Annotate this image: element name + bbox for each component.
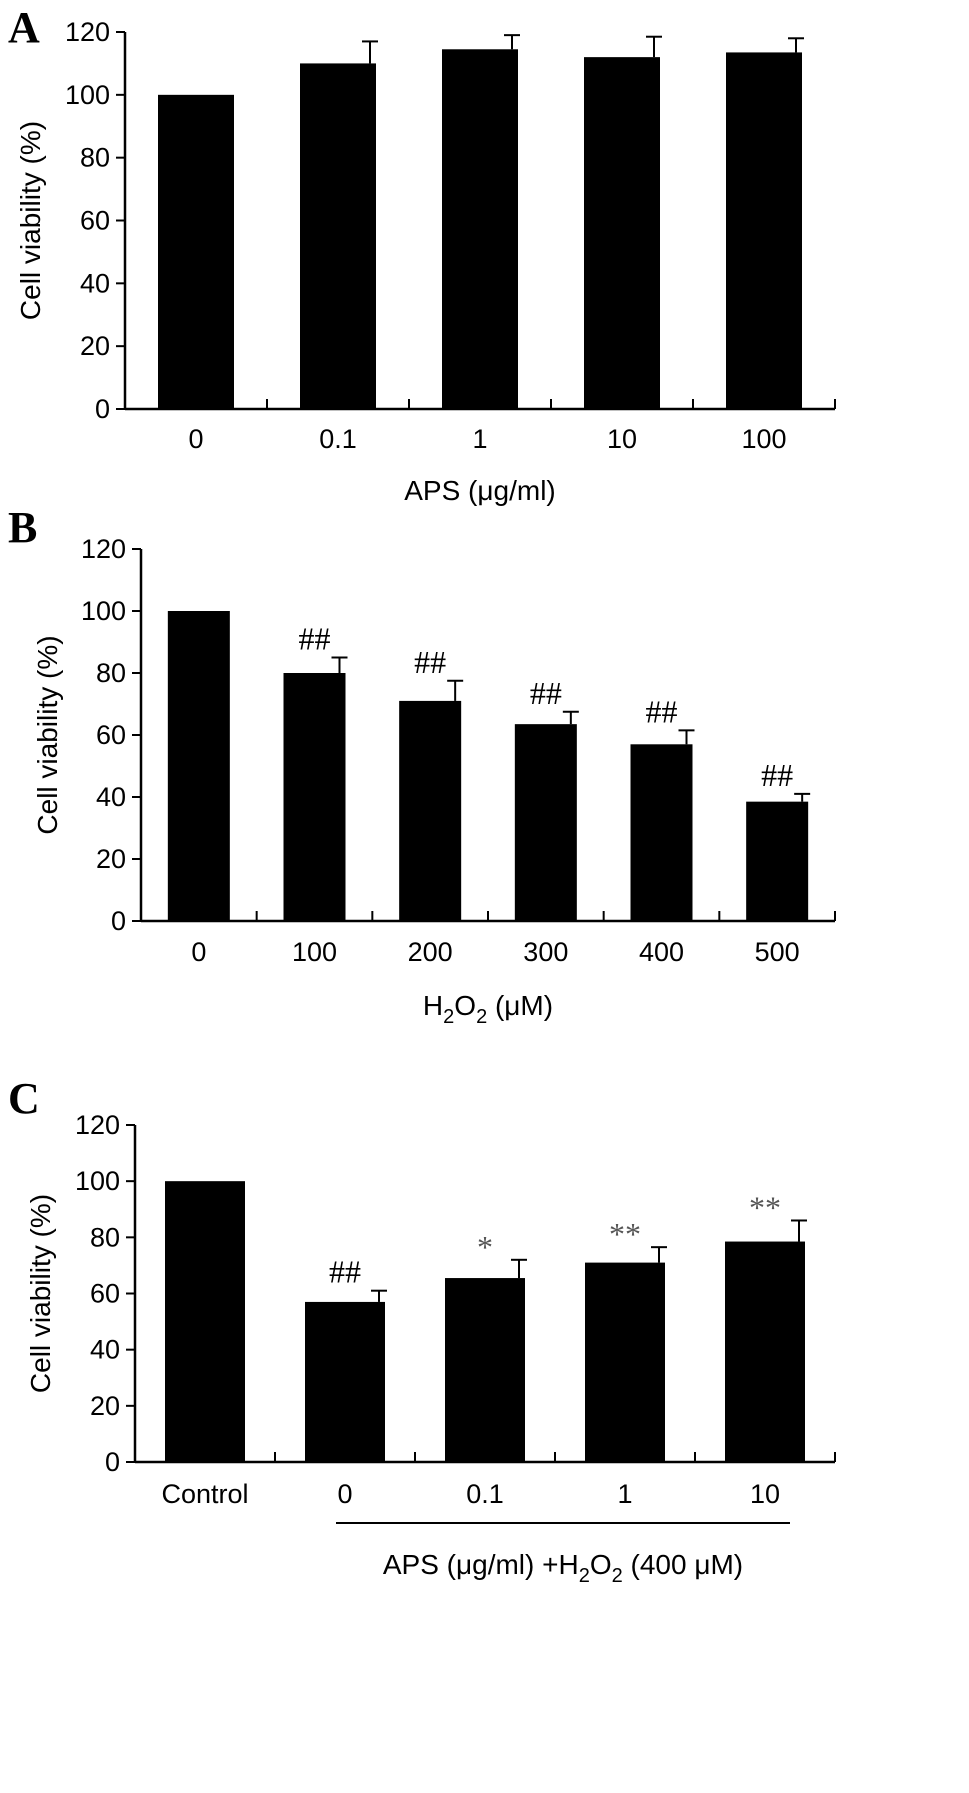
significance-label: * xyxy=(477,1229,493,1265)
y-tick-label: 100 xyxy=(75,1166,120,1196)
y-tick-label: 100 xyxy=(65,80,110,110)
x-tick-label: 300 xyxy=(523,937,568,967)
y-tick-label: 40 xyxy=(90,1335,120,1365)
panel-letter: B xyxy=(8,503,37,552)
x-tick-label: 400 xyxy=(639,937,684,967)
bar xyxy=(300,63,376,410)
y-tick-label: 40 xyxy=(80,268,110,298)
y-tick-label: 20 xyxy=(90,1391,120,1421)
significance-label: ## xyxy=(646,693,678,729)
y-tick-label: 20 xyxy=(96,844,126,874)
bar xyxy=(630,744,693,921)
x-tick-label: 0.1 xyxy=(466,1479,504,1509)
y-tick-label: 80 xyxy=(80,143,110,173)
y-tick-label: 20 xyxy=(80,331,110,361)
bar xyxy=(442,49,518,409)
y-tick-label: 60 xyxy=(96,720,126,750)
bar xyxy=(305,1301,385,1462)
x-tick-label: 0 xyxy=(188,424,203,454)
bar xyxy=(165,1181,245,1462)
panel-b: B 0 20 40 60 80 100 120 0 ## 100 ## 200 ## 300 ## 400 ## 5… xyxy=(8,503,836,1028)
x-tick-label: 10 xyxy=(750,1479,780,1509)
significance-label: ## xyxy=(761,757,793,793)
significance-label: ## xyxy=(414,644,446,680)
bar xyxy=(585,1262,665,1462)
y-tick-label: 60 xyxy=(80,206,110,236)
x-tick-label: 200 xyxy=(408,937,453,967)
bar xyxy=(167,611,230,921)
y-tick-label: 120 xyxy=(75,1110,120,1140)
y-axis-title: Cell viability (%) xyxy=(25,1194,56,1393)
y-axis-title: Cell viability (%) xyxy=(32,635,63,834)
bar xyxy=(399,700,462,921)
bar xyxy=(726,52,802,409)
x-tick-label: 0 xyxy=(191,937,206,967)
panel-letter: C xyxy=(8,1074,40,1123)
y-tick-label: 0 xyxy=(105,1447,120,1477)
panel-letter: A xyxy=(8,3,40,52)
y-tick-label: 80 xyxy=(96,658,126,688)
y-axis-title: Cell viability (%) xyxy=(15,121,46,320)
y-tick-label: 0 xyxy=(111,906,126,936)
bar xyxy=(158,94,234,409)
y-tick-label: 100 xyxy=(81,596,126,626)
x-tick-label: 100 xyxy=(292,937,337,967)
y-tick-label: 0 xyxy=(95,394,110,424)
x-tick-label: 0.1 xyxy=(319,424,357,454)
x-tick-label: 0 xyxy=(337,1479,352,1509)
panel-a: A 0 20 40 60 80 100 120 0 0.1 1 10 100 Cell viability… xyxy=(8,3,836,506)
bar xyxy=(514,724,577,921)
y-tick-label: 120 xyxy=(65,17,110,47)
bar xyxy=(445,1278,525,1462)
x-tick-label: 500 xyxy=(755,937,800,967)
significance-label: ** xyxy=(749,1189,781,1225)
x-axis-title: APS (μg/ml) +H2O2 (400 μM) xyxy=(383,1549,743,1587)
y-tick-label: 120 xyxy=(81,534,126,564)
panel-c: C 0 20 40 60 80 100 120 Control ## 0 * 0.1 ** 1 ** 10 Cel… xyxy=(8,1074,836,1587)
x-tick-label: Control xyxy=(161,1479,248,1509)
significance-label: ** xyxy=(609,1216,641,1252)
x-tick-label: 1 xyxy=(472,424,487,454)
y-tick-label: 60 xyxy=(90,1279,120,1309)
x-tick-label: 1 xyxy=(617,1479,632,1509)
bar xyxy=(746,801,809,921)
y-tick-label: 40 xyxy=(96,782,126,812)
x-tick-label: 100 xyxy=(741,424,786,454)
significance-label: ## xyxy=(329,1254,361,1290)
x-tick-label: 10 xyxy=(607,424,637,454)
bar xyxy=(725,1241,805,1462)
x-axis-title: APS (μg/ml) xyxy=(404,475,555,506)
y-tick-label: 80 xyxy=(90,1222,120,1252)
significance-label: ## xyxy=(299,621,331,657)
x-axis-title: H2O2 (μM) xyxy=(423,990,553,1028)
bar xyxy=(584,57,660,410)
bar xyxy=(283,673,346,921)
significance-label: ## xyxy=(530,675,562,711)
